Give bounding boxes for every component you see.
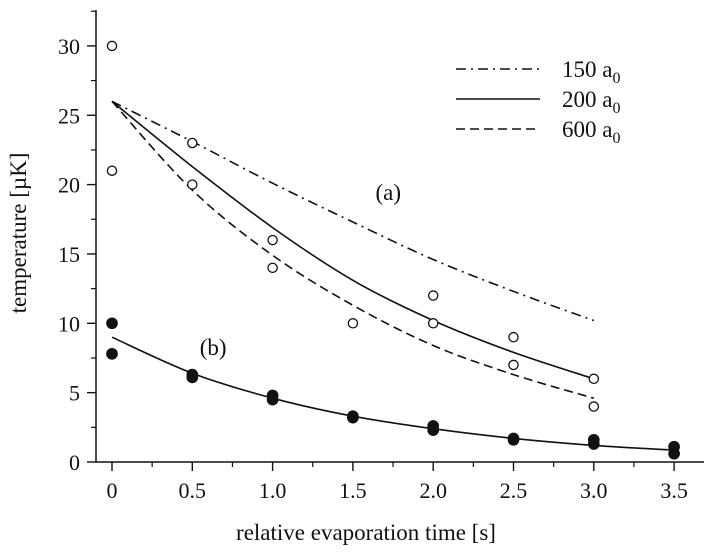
x-axis-label: relative evaporation time [s]: [236, 520, 496, 545]
fit-curve-dashed: [111, 100, 595, 399]
open-data-point: [106, 165, 118, 176]
open-data-point: [427, 290, 439, 301]
legend-label: 200 a0: [562, 87, 620, 117]
legend-label: 600 a0: [562, 117, 620, 147]
open-data-point: [187, 137, 198, 149]
data-points: [106, 40, 680, 460]
y-tick-label: 0: [69, 450, 80, 475]
y-tick-label: 20: [58, 173, 80, 198]
x-tick-label: 3.0: [580, 478, 608, 503]
axis-ticks: 0 0.5 1.0 1.5 2.0 2.5 3.0 3.5 0 5 10 15 20 25 30: [58, 10, 688, 503]
fit-curve-solid: [111, 100, 595, 380]
y-tick-label: 5: [69, 381, 80, 406]
open-data-point: [267, 234, 278, 246]
open-data-point: [267, 262, 278, 274]
filled-data-point: [427, 424, 440, 436]
filled-data-point: [106, 347, 118, 360]
fit-curve-solid: [111, 336, 675, 451]
open-data-point: [588, 401, 600, 412]
fit-curve-dash-dot: [111, 100, 595, 322]
open-data-point: [347, 318, 359, 329]
y-axis-label: temperature [µK]: [6, 153, 31, 314]
x-tick-label: 1.5: [339, 478, 367, 503]
y-tick-label: 25: [58, 103, 80, 128]
x-tick-label: 0: [107, 478, 118, 503]
y-tick-label: 10: [58, 311, 80, 336]
open-data-point: [508, 359, 519, 371]
x-tick-label: 2.0: [419, 478, 447, 503]
y-tick-label: 15: [58, 242, 80, 267]
filled-data-point: [186, 371, 199, 384]
filled-data-point: [587, 438, 600, 450]
x-tick-label: 0.5: [179, 478, 207, 503]
legend-label: 150 a0: [562, 57, 620, 87]
open-data-point: [106, 40, 118, 52]
filled-data-point: [668, 447, 680, 460]
x-tick-label: 2.5: [500, 478, 528, 503]
fit-curves: [111, 100, 675, 451]
annotation-label: (a): [375, 180, 401, 205]
open-data-point: [187, 179, 198, 190]
filled-data-point: [507, 433, 520, 446]
filled-data-point: [266, 393, 279, 406]
x-tick-label: 1.0: [259, 478, 287, 503]
filled-data-point: [106, 317, 118, 330]
annotation-label: (b): [200, 335, 227, 360]
x-tick-label: 3.5: [660, 478, 688, 503]
annotations: (a) (b): [200, 180, 401, 360]
open-data-point: [588, 373, 600, 385]
y-tick-label: 30: [58, 34, 80, 59]
plot-axes: [95, 10, 704, 463]
filled-data-point: [347, 411, 359, 424]
open-data-point: [508, 331, 519, 343]
open-data-point: [427, 318, 439, 329]
